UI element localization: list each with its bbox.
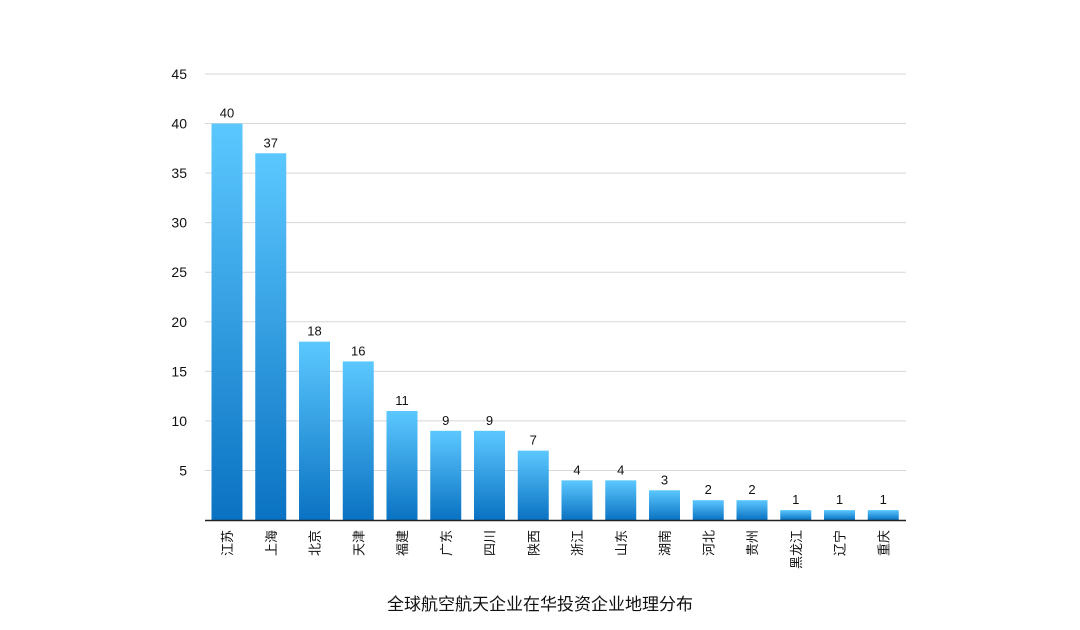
x-tick-label: 黑龙江 [790, 530, 805, 569]
x-tick-label: 重庆 [876, 530, 892, 556]
x-tick-label: 贵州 [746, 530, 761, 556]
x-tick-label: 四川 [484, 530, 499, 556]
x-tick-label: 陕西 [527, 530, 542, 556]
y-tick-label: 35 [171, 165, 187, 181]
bar [867, 510, 899, 520]
data-label: 2 [748, 482, 755, 497]
bar [736, 500, 768, 520]
data-label: 1 [792, 492, 799, 507]
y-axis-ticks: 5 10 15 20 25 30 35 40 45 [171, 66, 187, 478]
bars [211, 123, 899, 521]
data-label: 4 [573, 462, 580, 477]
y-tick-label: 40 [171, 116, 187, 132]
x-tick-label: 浙江 [571, 530, 586, 556]
x-tick-label: 湖南 [658, 530, 674, 556]
y-tick-label: 25 [171, 264, 187, 280]
data-label: 7 [530, 433, 537, 448]
data-label: 9 [442, 413, 449, 428]
bar [299, 341, 330, 520]
bar [211, 123, 243, 521]
y-tick-label: 45 [171, 66, 187, 82]
y-tick-label: 20 [171, 314, 187, 330]
x-tick-label: 福建 [396, 530, 411, 556]
bar [605, 480, 637, 520]
data-label: 16 [351, 343, 365, 358]
x-tick-label: 山东 [615, 530, 630, 556]
data-label: 37 [264, 135, 278, 150]
bar [342, 361, 374, 520]
data-label: 11 [395, 393, 409, 408]
bar [649, 490, 680, 520]
data-label: 18 [307, 324, 321, 339]
bar [780, 510, 812, 520]
x-axis-labels: 江苏 上海 北京 天津 福建 广东 四川 陕西 浙江 山东 湖南 河北 贵州 黑龙江 辽宁 重庆 [220, 530, 892, 569]
data-label: 4 [617, 462, 624, 477]
x-tick-label: 上海 [265, 530, 280, 556]
x-tick-label: 天津 [352, 530, 367, 556]
data-label: 40 [220, 106, 234, 121]
bar [430, 430, 462, 520]
x-tick-label: 江苏 [220, 530, 236, 556]
data-label: 9 [486, 413, 493, 428]
y-tick-label: 30 [171, 215, 187, 231]
x-tick-label: 广东 [440, 530, 455, 556]
x-tick-label: 河北 [702, 530, 717, 556]
bar [386, 410, 418, 520]
bar [517, 450, 549, 520]
bar [824, 510, 855, 520]
data-label: 1 [880, 492, 887, 507]
data-label: 1 [836, 492, 843, 507]
data-label: 2 [705, 482, 712, 497]
bar [474, 430, 505, 520]
bar [692, 500, 724, 520]
data-label: 3 [661, 472, 668, 487]
y-tick-label: 15 [171, 363, 187, 379]
bar [255, 153, 287, 521]
bar [561, 480, 593, 520]
x-tick-label: 北京 [309, 530, 324, 556]
y-tick-label: 10 [171, 413, 187, 429]
x-tick-label: 辽宁 [833, 530, 849, 556]
y-tick-label: 5 [179, 462, 187, 478]
chart-title: 全球航空航天企业在华投资企业地理分布 [387, 595, 693, 615]
